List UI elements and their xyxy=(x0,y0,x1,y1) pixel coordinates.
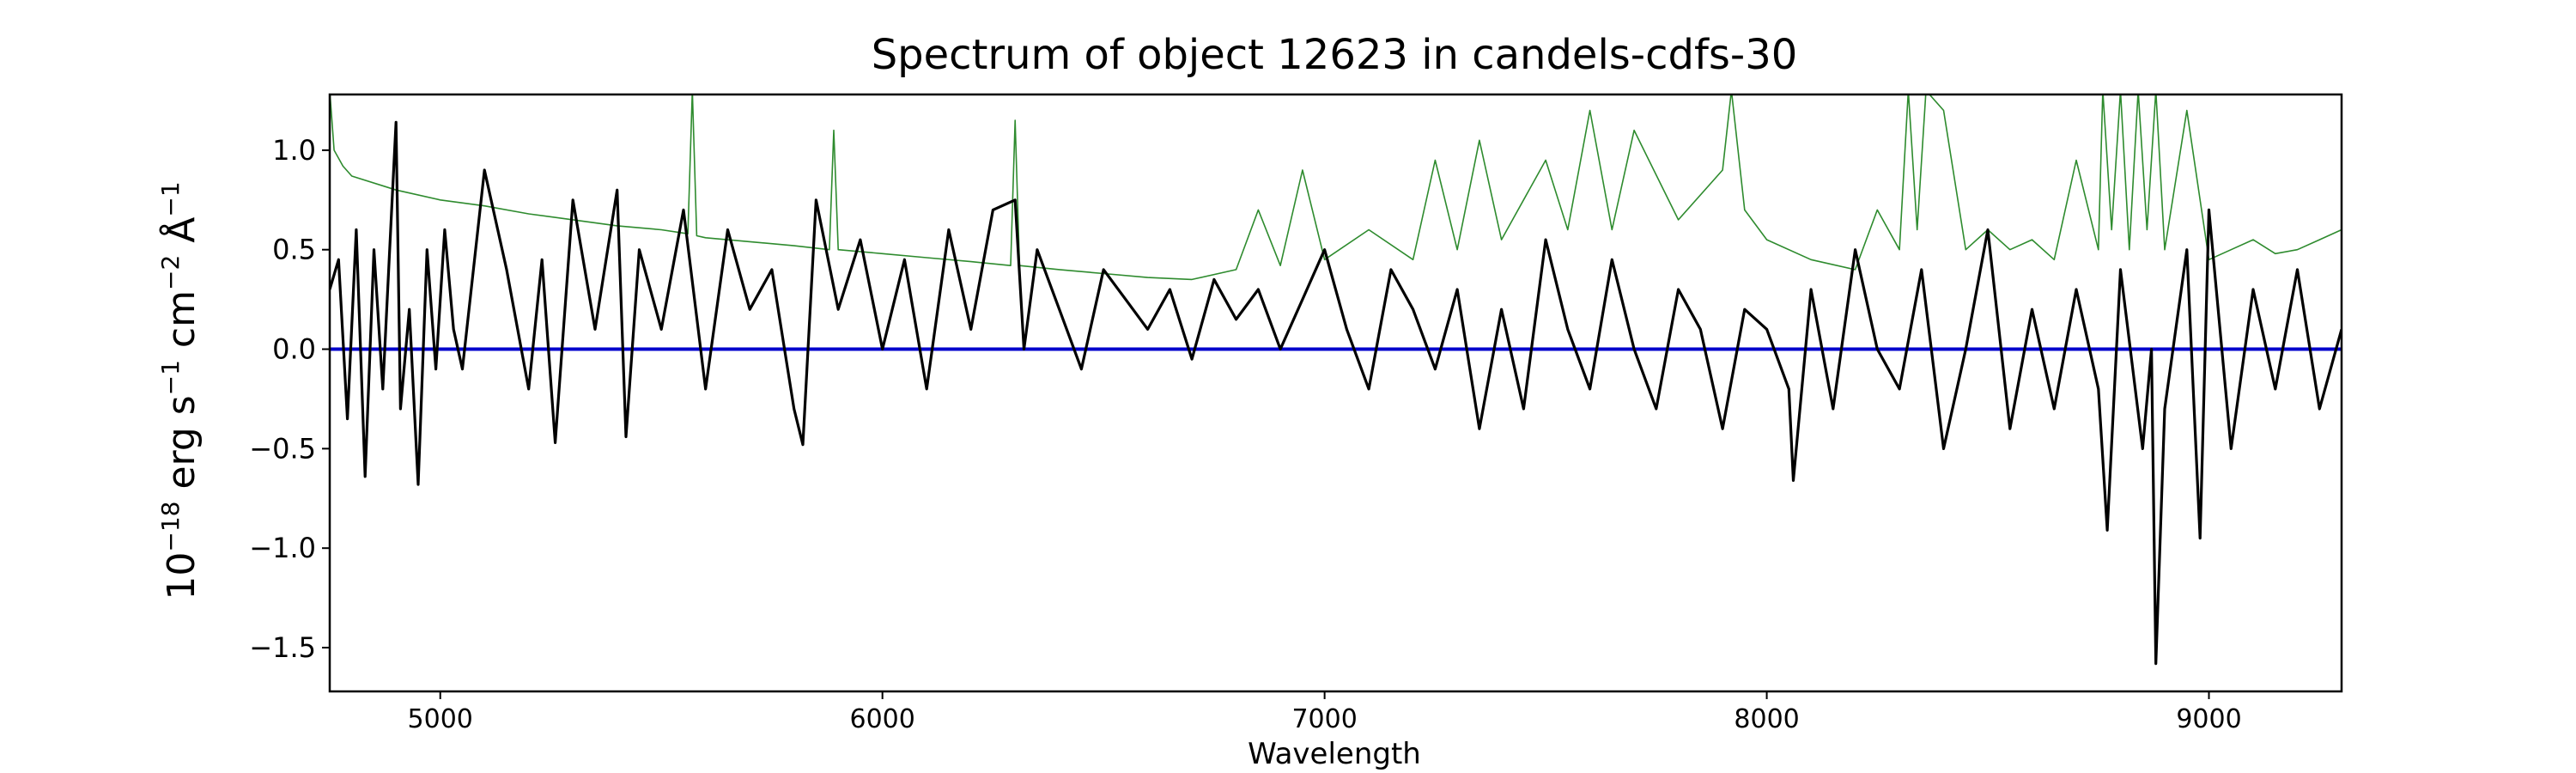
ylabel-unit1: erg s xyxy=(160,395,204,501)
y-axis-label: 10−18 erg s−1 cm−2 Å−1 xyxy=(156,181,204,600)
ylabel-exp2: −1 xyxy=(156,360,185,395)
chart-title: Spectrum of object 12623 in candels-cdfs… xyxy=(872,31,1798,79)
y-tick-label: −1.0 xyxy=(249,532,316,564)
ylabel-unit3: Å xyxy=(158,217,204,255)
ylabel-unit2: cm xyxy=(160,290,204,360)
y-tick-label: −1.5 xyxy=(249,631,316,664)
x-tick-label: 8000 xyxy=(1734,704,1799,734)
y-ticks: 1.0 0.5 0.0 −0.5 −1.0 −1.5 xyxy=(249,134,330,664)
flux-series-line xyxy=(330,120,2342,666)
y-tick-label: 1.0 xyxy=(272,134,316,167)
x-axis-label: Wavelength xyxy=(1248,737,1421,771)
ylabel-base: 10 xyxy=(160,552,204,600)
y-tick-label: 0.5 xyxy=(272,234,316,266)
y-tick-label: −0.5 xyxy=(249,432,316,465)
ylabel-exp1: −18 xyxy=(156,502,185,552)
y-tick-label: 0.0 xyxy=(272,333,316,366)
x-ticks: 5000 6000 7000 8000 9000 xyxy=(408,691,2242,734)
x-tick-label: 7000 xyxy=(1291,704,1357,734)
x-tick-label: 9000 xyxy=(2176,704,2241,734)
x-tick-label: 5000 xyxy=(408,704,473,734)
ylabel-exp3: −2 xyxy=(156,255,185,290)
series-layer xyxy=(330,94,2342,666)
x-tick-label: 6000 xyxy=(850,704,915,734)
plot-frame xyxy=(328,93,2343,693)
error-series-line xyxy=(330,94,2342,281)
ylabel-exp4: −1 xyxy=(156,181,185,216)
